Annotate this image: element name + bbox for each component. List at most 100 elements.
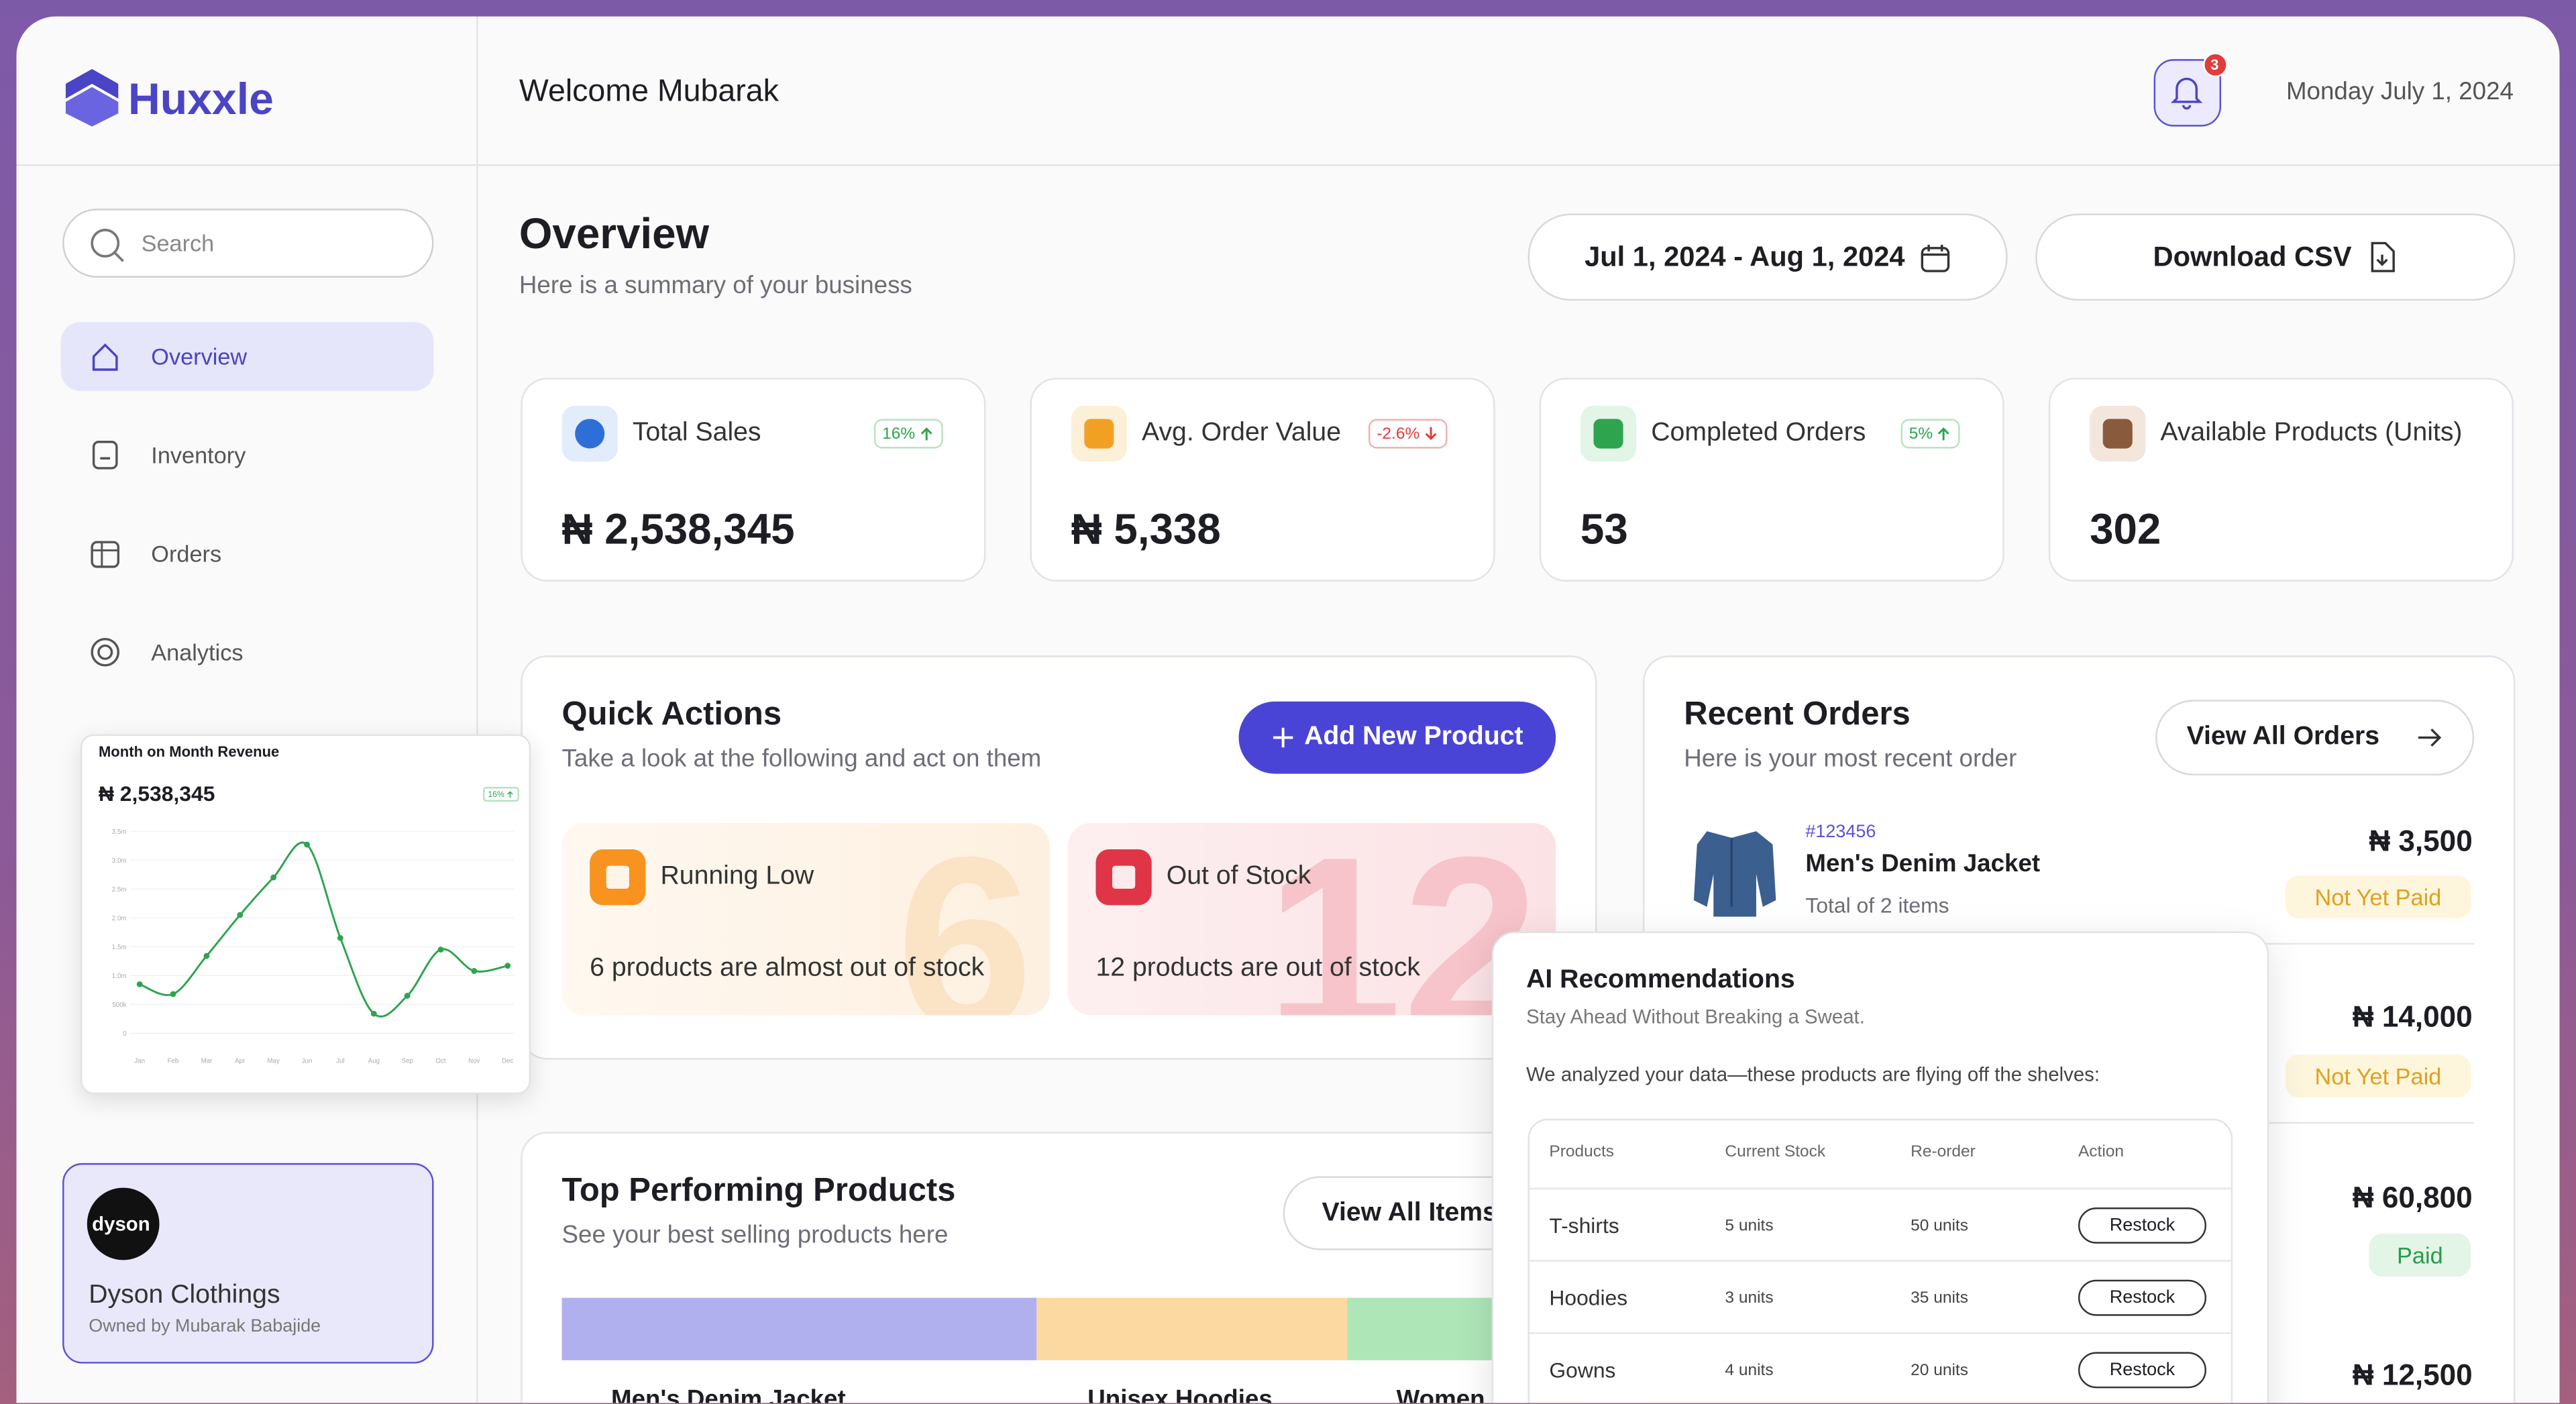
nav-icon xyxy=(89,636,121,669)
date-range-text: Jul 1, 2024 - Aug 1, 2024 xyxy=(1585,240,1905,272)
revenue-point xyxy=(471,968,478,974)
revenue-point xyxy=(304,841,310,848)
revenue-title: Month on Month Revenue xyxy=(98,743,280,760)
product-label: Men's Denim Jacket xyxy=(611,1385,846,1403)
ro-title: Recent Orders xyxy=(1684,696,1911,733)
logo-icon-svg xyxy=(65,68,119,127)
y-tick-label: 0 xyxy=(123,1030,127,1038)
qa-card-title: Running Low xyxy=(660,862,814,891)
order-status: Not Yet Paid xyxy=(2285,875,2471,918)
x-tick-label: Jun xyxy=(302,1057,313,1065)
restock-button[interactable]: Restock xyxy=(2078,1279,2206,1316)
restock-button[interactable]: Restock xyxy=(2078,1352,2206,1389)
add-product-text: Add New Product xyxy=(1304,722,1523,751)
ai-column: Re-order xyxy=(1911,1143,1976,1162)
y-tick-label: 500k xyxy=(112,1002,126,1009)
ai-column: Current Stock xyxy=(1725,1143,1826,1162)
stat-change: 5% xyxy=(1900,419,1961,449)
x-tick-label: Mar xyxy=(201,1057,213,1065)
revenue-card: Month on Month Revenue ₦ 2,538,345 16% 0 500… xyxy=(80,734,531,1095)
revenue-point xyxy=(270,874,277,881)
revenue-point xyxy=(136,981,143,987)
nav-icon xyxy=(89,340,121,373)
ai-intro: We analyzed your data—these products are… xyxy=(1526,1063,2100,1086)
nav-item[interactable]: Orders xyxy=(151,540,222,567)
date-range[interactable]: Jul 1, 2024 - Aug 1, 2024 xyxy=(1527,213,2008,301)
nav-item[interactable]: Overview xyxy=(151,343,248,370)
change-arrow xyxy=(1938,427,1950,441)
y-tick-label: 2.5m xyxy=(112,886,127,894)
overview-subtitle: Here is a summary of your business xyxy=(519,272,912,300)
store-logo xyxy=(87,1187,160,1260)
stat-change: -2.6% xyxy=(1368,419,1448,449)
y-tick-label: 3.0m xyxy=(112,857,127,865)
ai-product: Hoodies xyxy=(1549,1285,1628,1311)
y-tick-label: 1.5m xyxy=(112,944,127,951)
bell-icon xyxy=(2170,74,2203,110)
plus-icon xyxy=(1273,727,1293,748)
qa-icon-cube xyxy=(1112,865,1136,889)
order-amount: ₦ 60,800 xyxy=(2352,1181,2473,1214)
search-placeholder: Search xyxy=(141,229,215,257)
qa-card-title: Out of Stock xyxy=(1166,862,1311,891)
x-tick-label: Jul xyxy=(336,1057,345,1065)
change-arrow xyxy=(507,791,513,798)
y-tick-label: 1.0m xyxy=(112,973,127,980)
y-tick-label: 2.0m xyxy=(112,915,127,922)
stat-icon xyxy=(1593,419,1623,449)
x-tick-label: Nov xyxy=(468,1057,480,1065)
x-tick-label: Feb xyxy=(168,1057,179,1065)
order-name: Men's Denim Jacket xyxy=(1805,850,2041,878)
nav-item[interactable]: Inventory xyxy=(151,441,246,468)
product-image xyxy=(1684,821,1779,917)
x-tick-label: Sep xyxy=(401,1057,413,1065)
add-product[interactable]: Add New Product xyxy=(1238,701,1556,774)
ai-product: Gowns xyxy=(1549,1358,1616,1383)
stat-value: ₦ 2,538,345 xyxy=(561,504,795,554)
nav-icon-svg xyxy=(92,343,118,371)
x-tick-label: Jan xyxy=(134,1057,145,1065)
qa-subtitle: Take a look at the following and act on … xyxy=(561,745,1042,773)
qa-icon-cube xyxy=(606,865,629,889)
bell-icon-svg xyxy=(2170,77,2203,110)
store-name: Dyson Clothings xyxy=(89,1281,280,1309)
x-tick-label: Apr xyxy=(235,1057,246,1065)
ai-column: Action xyxy=(2078,1143,2125,1162)
ai-title: AI Recommendations xyxy=(1526,966,1795,994)
stat-label: Available Products (Units) xyxy=(2160,419,2463,447)
y-tick-label: 3.5m xyxy=(112,828,127,836)
view-all-orders-text: View All Orders xyxy=(2186,722,2380,751)
stat-value: 302 xyxy=(2090,504,2161,554)
tp-title: Top Performing Products xyxy=(561,1173,956,1209)
restock-text: Restock xyxy=(2109,1360,2176,1381)
ai-row-divider xyxy=(1529,1260,2231,1262)
change-arrow xyxy=(920,427,932,441)
nav-icon xyxy=(89,439,121,472)
restock-text: Restock xyxy=(2109,1216,2176,1236)
order-id: #123456 xyxy=(1805,822,1876,843)
ai-reorder: 35 units xyxy=(1911,1289,1968,1308)
arrow-icon xyxy=(2418,728,2442,747)
product-label: Unisex Hoodies xyxy=(1087,1385,1273,1403)
search-box[interactable] xyxy=(62,209,434,278)
nav-icon xyxy=(89,537,121,570)
stat-value: 53 xyxy=(1580,504,1628,554)
download-csv[interactable]: Download CSV xyxy=(2035,213,2516,301)
view-all-orders[interactable]: View All Orders xyxy=(2155,700,2475,775)
calendar-icon xyxy=(1921,244,1951,272)
ai-row-divider xyxy=(1529,1332,2231,1334)
welcome: Welcome Mubarak xyxy=(519,74,779,109)
order-status-text: Not Yet Paid xyxy=(2314,883,2442,910)
nav-item[interactable]: Analytics xyxy=(151,639,244,665)
qa-count: 6 xyxy=(896,822,1034,1016)
revenue-point xyxy=(504,963,511,969)
nav-active xyxy=(60,322,434,391)
revenue-change-text: 16% xyxy=(488,789,504,800)
nav-icon-svg xyxy=(92,441,118,470)
revenue-point xyxy=(437,947,444,953)
search-icon xyxy=(89,227,125,263)
order-amount: ₦ 3,500 xyxy=(2369,824,2473,858)
search-icon-svg xyxy=(91,229,124,262)
restock-button[interactable]: Restock xyxy=(2078,1207,2206,1244)
